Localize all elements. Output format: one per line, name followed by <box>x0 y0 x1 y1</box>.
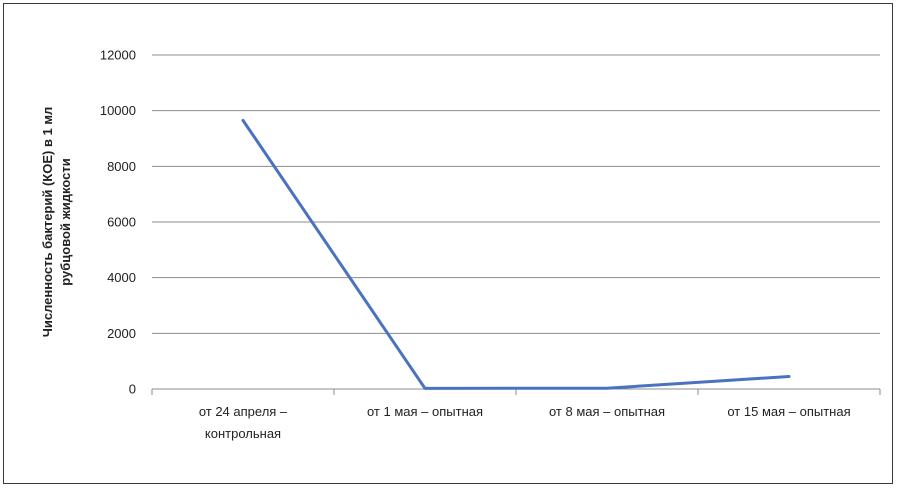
y-tick-label: 10000 <box>100 103 136 118</box>
y-tick-label: 4000 <box>107 270 136 285</box>
x-tick-label: от 24 апреля – <box>199 404 288 419</box>
x-tick-labels: от 24 апреля – контрольная от 1 мая – опыт… <box>199 404 851 441</box>
y-axis-label: Численность бактерий (КОЕ) в 1 мл рубцово… <box>40 107 73 338</box>
series-layer <box>241 118 791 390</box>
x-tick-label: от 8 мая – опытная <box>549 404 665 419</box>
x-tick-label: контрольная <box>205 426 281 441</box>
y-tick-label: 12000 <box>100 48 136 63</box>
y-tick-label: 0 <box>129 382 136 397</box>
y-tick-label: 6000 <box>107 215 136 230</box>
y-axis-label-line: Численность бактерий (КОЕ) в 1 мл <box>40 107 55 338</box>
chart-frame <box>3 3 893 484</box>
y-tick-label: 8000 <box>107 159 136 174</box>
x-tick-label: от 15 мая – опытная <box>727 404 850 419</box>
y-tick-labels: 0 2000 4000 6000 8000 10000 12000 <box>100 48 136 397</box>
y-axis-label-line: рубцовой жидкости <box>58 158 73 285</box>
grid-lines <box>151 54 881 395</box>
x-tick-label: от 1 мая – опытная <box>367 404 483 419</box>
series-line <box>241 118 791 390</box>
y-tick-label: 2000 <box>107 326 136 341</box>
